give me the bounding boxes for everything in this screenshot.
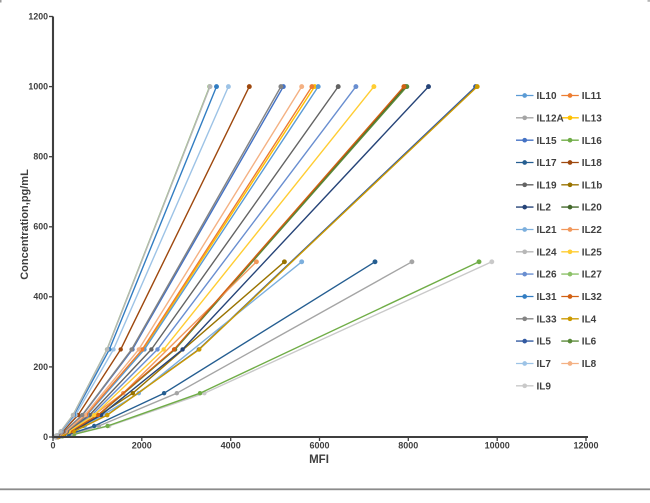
- svg-text:MFI: MFI: [309, 454, 329, 466]
- svg-text:10000: 10000: [485, 441, 510, 451]
- svg-text:IL2: IL2: [537, 203, 552, 214]
- svg-text:1200: 1200: [28, 11, 48, 21]
- svg-text:IL18: IL18: [582, 158, 602, 169]
- svg-text:400: 400: [33, 292, 48, 302]
- svg-text:4000: 4000: [221, 441, 241, 451]
- svg-text:6000: 6000: [309, 441, 329, 451]
- svg-text:IL17: IL17: [537, 158, 557, 169]
- svg-text:0: 0: [43, 432, 48, 442]
- svg-text:IL24: IL24: [537, 247, 557, 258]
- svg-text:IL21: IL21: [537, 225, 557, 236]
- svg-text:IL11: IL11: [582, 91, 602, 102]
- svg-text:Concentration,pg/mL: Concentration,pg/mL: [19, 169, 31, 280]
- svg-text:IL7: IL7: [537, 359, 552, 370]
- svg-text:0: 0: [50, 441, 55, 451]
- svg-text:1000: 1000: [28, 82, 48, 92]
- svg-text:IL8: IL8: [582, 359, 597, 370]
- svg-text:IL26: IL26: [537, 270, 557, 281]
- svg-text:IL15: IL15: [537, 136, 557, 147]
- svg-text:IL5: IL5: [537, 337, 552, 348]
- svg-text:800: 800: [33, 152, 48, 162]
- svg-text:IL20: IL20: [582, 203, 602, 214]
- svg-text:IL13: IL13: [582, 113, 602, 124]
- svg-text:IL33: IL33: [537, 314, 557, 325]
- svg-text:12000: 12000: [573, 441, 598, 451]
- svg-text:IL1b: IL1b: [582, 180, 603, 191]
- svg-text:IL4: IL4: [582, 314, 597, 325]
- svg-text:IL6: IL6: [582, 337, 597, 348]
- svg-text:IL31: IL31: [537, 292, 557, 303]
- svg-text:IL12A: IL12A: [537, 113, 564, 124]
- svg-text:IL22: IL22: [582, 225, 602, 236]
- svg-text:IL32: IL32: [582, 292, 602, 303]
- svg-text:8000: 8000: [398, 441, 418, 451]
- svg-text:200: 200: [33, 362, 48, 372]
- svg-text:2000: 2000: [132, 441, 152, 451]
- svg-text:IL25: IL25: [582, 247, 602, 258]
- svg-text:IL9: IL9: [537, 381, 552, 392]
- svg-text:IL19: IL19: [537, 180, 557, 191]
- svg-text:600: 600: [33, 222, 48, 232]
- svg-text:IL10: IL10: [537, 91, 557, 102]
- svg-text:IL16: IL16: [582, 136, 602, 147]
- svg-text:IL27: IL27: [582, 270, 602, 281]
